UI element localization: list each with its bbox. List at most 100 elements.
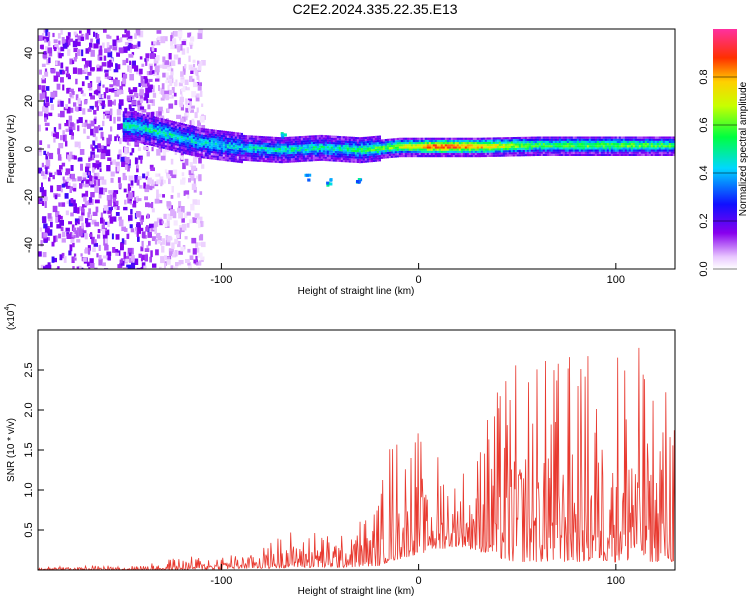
heatmap-cell — [220, 141, 223, 144]
heatmap-cell — [148, 240, 151, 246]
heatmap-cell — [43, 196, 48, 201]
heatmap-cell — [262, 153, 265, 156]
heatmap-cell — [426, 152, 429, 155]
heatmap-cell — [142, 135, 145, 138]
heatmap-cell — [384, 147, 387, 150]
heatmap-cell — [402, 155, 405, 158]
heatmap-cell — [266, 149, 269, 152]
heatmap-cell — [168, 137, 171, 140]
heatmap-cell — [390, 140, 393, 143]
heatmap-cell — [142, 139, 145, 142]
heatmap-cell — [97, 54, 100, 61]
heatmap-cell — [68, 124, 73, 131]
heatmap-cell — [270, 138, 273, 141]
heatmap-cell — [46, 86, 50, 91]
heatmap-cell — [160, 146, 163, 149]
x-tick-label: -100 — [210, 274, 232, 286]
heatmap-cell — [624, 145, 627, 148]
heatmap-cell — [174, 128, 177, 131]
heatmap-cell — [338, 155, 341, 158]
heatmap-cell — [298, 153, 301, 156]
heatmap-cell — [504, 141, 507, 144]
heatmap-cell — [158, 145, 161, 148]
heatmap-cell — [548, 153, 551, 156]
heatmap-cell — [312, 139, 315, 142]
heatmap-cell — [286, 145, 289, 148]
heatmap-cell — [290, 136, 293, 139]
heatmap-cell — [432, 148, 435, 151]
heatmap-cell — [246, 154, 249, 157]
heatmap-cell — [124, 135, 127, 138]
heatmap-cell — [358, 161, 361, 164]
heatmap-cell — [258, 146, 261, 149]
heatmap-cell — [618, 136, 621, 139]
heatmap-cell — [664, 151, 667, 154]
heatmap-cell — [258, 153, 261, 156]
heatmap-cell — [534, 153, 537, 156]
heatmap-cell — [232, 149, 235, 152]
heatmap-cell — [307, 178, 311, 182]
heatmap-cell — [242, 154, 245, 157]
heatmap-cell — [146, 140, 149, 143]
heatmap-cell — [178, 126, 181, 130]
heatmap-cell — [414, 137, 417, 140]
heatmap-cell — [112, 216, 117, 222]
heatmap-cell — [454, 142, 457, 145]
heatmap-cell — [178, 150, 181, 153]
heatmap-cell — [332, 157, 335, 160]
heatmap-cell — [139, 68, 143, 75]
heatmap-cell — [126, 264, 132, 269]
heatmap-cell — [622, 151, 625, 154]
heatmap-cell — [672, 151, 675, 154]
heatmap-cell — [172, 129, 175, 132]
heatmap-cell — [364, 149, 367, 152]
heatmap-cell — [520, 141, 523, 144]
heatmap-cell — [414, 139, 417, 143]
heatmap-cell — [372, 140, 375, 143]
heatmap-cell — [208, 152, 211, 155]
heatmap-cell — [286, 147, 289, 150]
heatmap-cell — [646, 149, 649, 152]
heatmap-cell — [148, 121, 151, 124]
heatmap-cell — [498, 154, 501, 157]
heatmap-cell — [328, 152, 331, 155]
heatmap-cell — [380, 154, 383, 157]
heatmap-cell — [150, 50, 154, 56]
heatmap-cell — [71, 91, 75, 95]
heatmap-cell — [94, 145, 98, 149]
heatmap-cell — [322, 135, 325, 138]
heatmap-cell — [578, 149, 581, 152]
heatmap-cell — [150, 126, 153, 129]
heatmap-cell — [150, 124, 153, 127]
heatmap-cell — [442, 155, 445, 158]
heatmap-cell — [536, 149, 539, 152]
heatmap-cell — [306, 137, 309, 140]
heatmap-cell — [166, 123, 169, 127]
heatmap-cell — [554, 138, 557, 141]
heatmap-cell — [362, 145, 365, 148]
heatmap-cell — [180, 136, 183, 139]
heatmap-cell — [250, 141, 253, 145]
heatmap-cell — [494, 154, 497, 157]
heatmap-cell — [548, 147, 551, 150]
heatmap-cell — [388, 149, 391, 152]
heatmap-cell — [392, 149, 395, 152]
heatmap-cell — [108, 88, 113, 92]
heatmap-cell — [168, 89, 172, 95]
heatmap-cell — [422, 146, 425, 149]
heatmap-cell — [662, 136, 665, 139]
heatmap-cell — [154, 134, 157, 137]
heatmap-cell — [306, 157, 309, 160]
heatmap-cell — [436, 152, 439, 155]
heatmap-cell — [338, 136, 341, 139]
heatmap-cell — [132, 135, 135, 138]
heatmap-cell — [106, 165, 111, 172]
heatmap-cell — [262, 140, 265, 143]
heatmap-cell — [186, 223, 190, 228]
heatmap-cell — [272, 158, 275, 161]
heatmap-cell — [181, 223, 187, 231]
heatmap-cell — [610, 140, 613, 143]
heatmap-cell — [292, 143, 295, 146]
heatmap-cell — [464, 137, 467, 140]
heatmap-cell — [145, 59, 148, 66]
